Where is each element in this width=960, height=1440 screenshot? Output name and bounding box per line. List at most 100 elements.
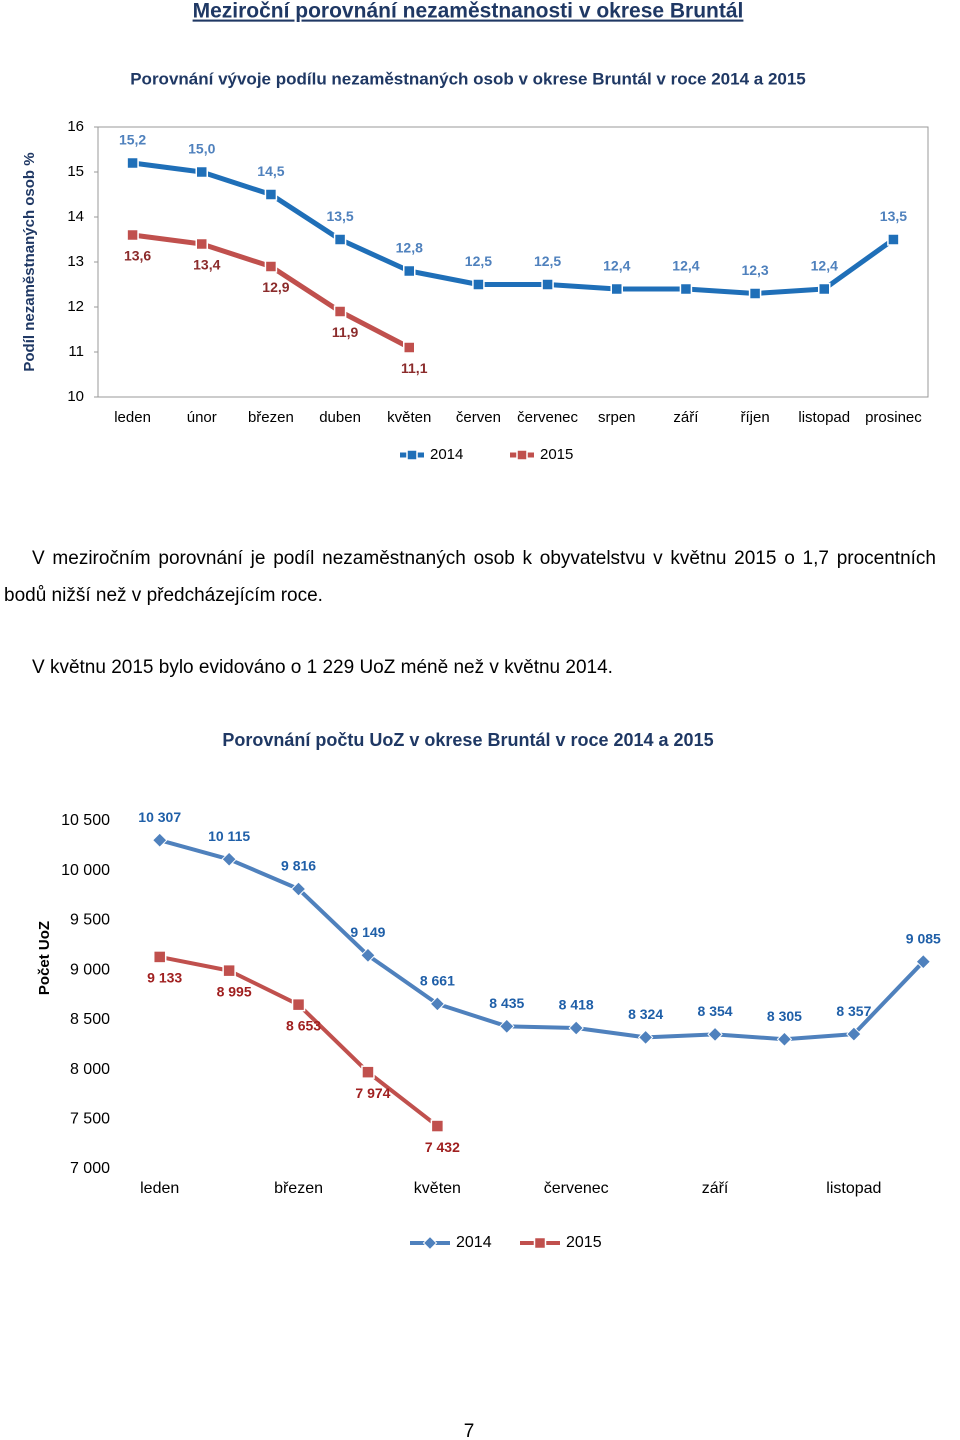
legend-label: 2014	[456, 1234, 492, 1251]
x-tick-label: březen	[274, 1180, 323, 1197]
page-number: 7	[464, 1421, 475, 1440]
data-label: 12,5	[465, 253, 492, 269]
data-label: 8 357	[836, 1003, 871, 1019]
data-label: 9 085	[906, 930, 941, 946]
marker	[152, 832, 168, 848]
x-tick-label: červen	[456, 409, 501, 426]
data-label: 8 995	[217, 983, 252, 999]
marker	[403, 341, 416, 354]
data-label: 13,4	[193, 257, 220, 273]
data-label: 14,5	[257, 163, 284, 179]
marker	[360, 947, 376, 964]
marker	[707, 1026, 723, 1043]
x-tick-label: září	[673, 409, 699, 426]
marker	[748, 287, 762, 300]
marker	[126, 228, 139, 242]
marker	[333, 305, 347, 318]
data-label: 12,9	[262, 279, 289, 295]
data-label: 15,2	[119, 132, 146, 148]
data-label: 8 435	[489, 995, 524, 1011]
y-tick-label: 11	[68, 343, 84, 360]
data-label: 12,4	[603, 258, 630, 274]
legend-label: 2015	[540, 446, 573, 463]
x-tick-label: září	[702, 1180, 729, 1197]
marker	[818, 282, 831, 296]
data-label: 11,9	[332, 324, 359, 340]
x-tick-label: duben	[319, 409, 361, 426]
chart-title: Porovnání počtu UoZ v okrese Bruntál v r…	[222, 730, 713, 750]
marker	[221, 851, 237, 867]
x-tick-label: únor	[187, 409, 217, 426]
y-tick-label: 10	[67, 388, 84, 405]
x-tick-label: leden	[140, 1180, 179, 1197]
series-line	[132, 160, 895, 296]
x-tick-label: březen	[248, 409, 294, 426]
marker	[264, 260, 278, 273]
paragraph: V květnu 2015 bylo evidováno o 1 229 UoZ…	[32, 657, 613, 678]
marker	[568, 1020, 584, 1036]
y-tick-label: 8 500	[70, 1011, 110, 1028]
x-tick-label: červenec	[544, 1180, 609, 1197]
paragraph: V meziročním porovnání je podíl nezaměst…	[4, 548, 936, 606]
y-tick-label: 7 500	[70, 1111, 110, 1128]
x-tick-label: prosinec	[865, 409, 922, 426]
data-label: 8 324	[628, 1006, 663, 1022]
x-tick-label: listopad	[798, 409, 850, 426]
x-tick-label: leden	[114, 409, 151, 426]
marker	[291, 997, 306, 1012]
y-tick-label: 10 000	[61, 862, 110, 879]
data-label: 8 305	[767, 1008, 802, 1024]
marker	[776, 1031, 793, 1047]
marker	[846, 1026, 862, 1042]
series-line	[159, 838, 925, 1042]
data-label: 7 974	[355, 1085, 390, 1101]
data-label: 13,5	[326, 208, 353, 224]
data-label: 12,4	[811, 258, 838, 274]
data-label: 9 133	[147, 970, 182, 986]
data-label: 10 307	[138, 809, 181, 825]
y-tick-label: 8 000	[70, 1061, 110, 1078]
legend-marker	[406, 449, 418, 461]
data-label: 13,5	[880, 208, 907, 224]
data-label: 15,0	[188, 141, 215, 157]
marker	[541, 278, 554, 291]
marker	[264, 188, 278, 201]
data-label: 7 432	[425, 1139, 460, 1155]
legend-label: 2015	[566, 1234, 602, 1251]
y-tick-label: 7 000	[70, 1160, 110, 1177]
marker	[290, 881, 307, 897]
legend-marker	[533, 1236, 547, 1250]
y-tick-label: 9 500	[70, 912, 110, 929]
y-tick-label: 15	[67, 163, 84, 180]
data-label: 12,4	[672, 258, 699, 274]
marker	[333, 233, 347, 246]
data-label: 10 115	[208, 828, 250, 844]
series-line	[159, 954, 439, 1128]
data-label: 9 149	[350, 924, 385, 940]
data-label: 12,3	[741, 262, 768, 278]
marker	[499, 1018, 515, 1035]
data-label: 11,1	[401, 360, 428, 376]
data-label: 8 661	[420, 973, 455, 989]
x-tick-label: červenec	[517, 409, 578, 426]
y-tick-label: 12	[67, 298, 84, 315]
marker	[195, 237, 208, 251]
y-tick-label: 14	[67, 208, 84, 225]
x-tick-label: srpen	[598, 409, 636, 426]
x-tick-label: říjen	[740, 409, 769, 426]
plot-frame	[97, 126, 929, 398]
marker	[679, 282, 693, 296]
data-label: 8 354	[698, 1003, 733, 1019]
data-label: 8 653	[286, 1017, 321, 1033]
marker	[637, 1029, 654, 1046]
legend-label: 2014	[430, 446, 463, 463]
legend-marker	[516, 449, 528, 461]
x-tick-label: listopad	[826, 1180, 881, 1197]
marker	[126, 156, 139, 170]
marker	[430, 1119, 445, 1133]
x-tick-label: květen	[414, 1180, 461, 1197]
x-tick-label: květen	[387, 409, 431, 426]
data-label: 8 418	[559, 997, 594, 1013]
